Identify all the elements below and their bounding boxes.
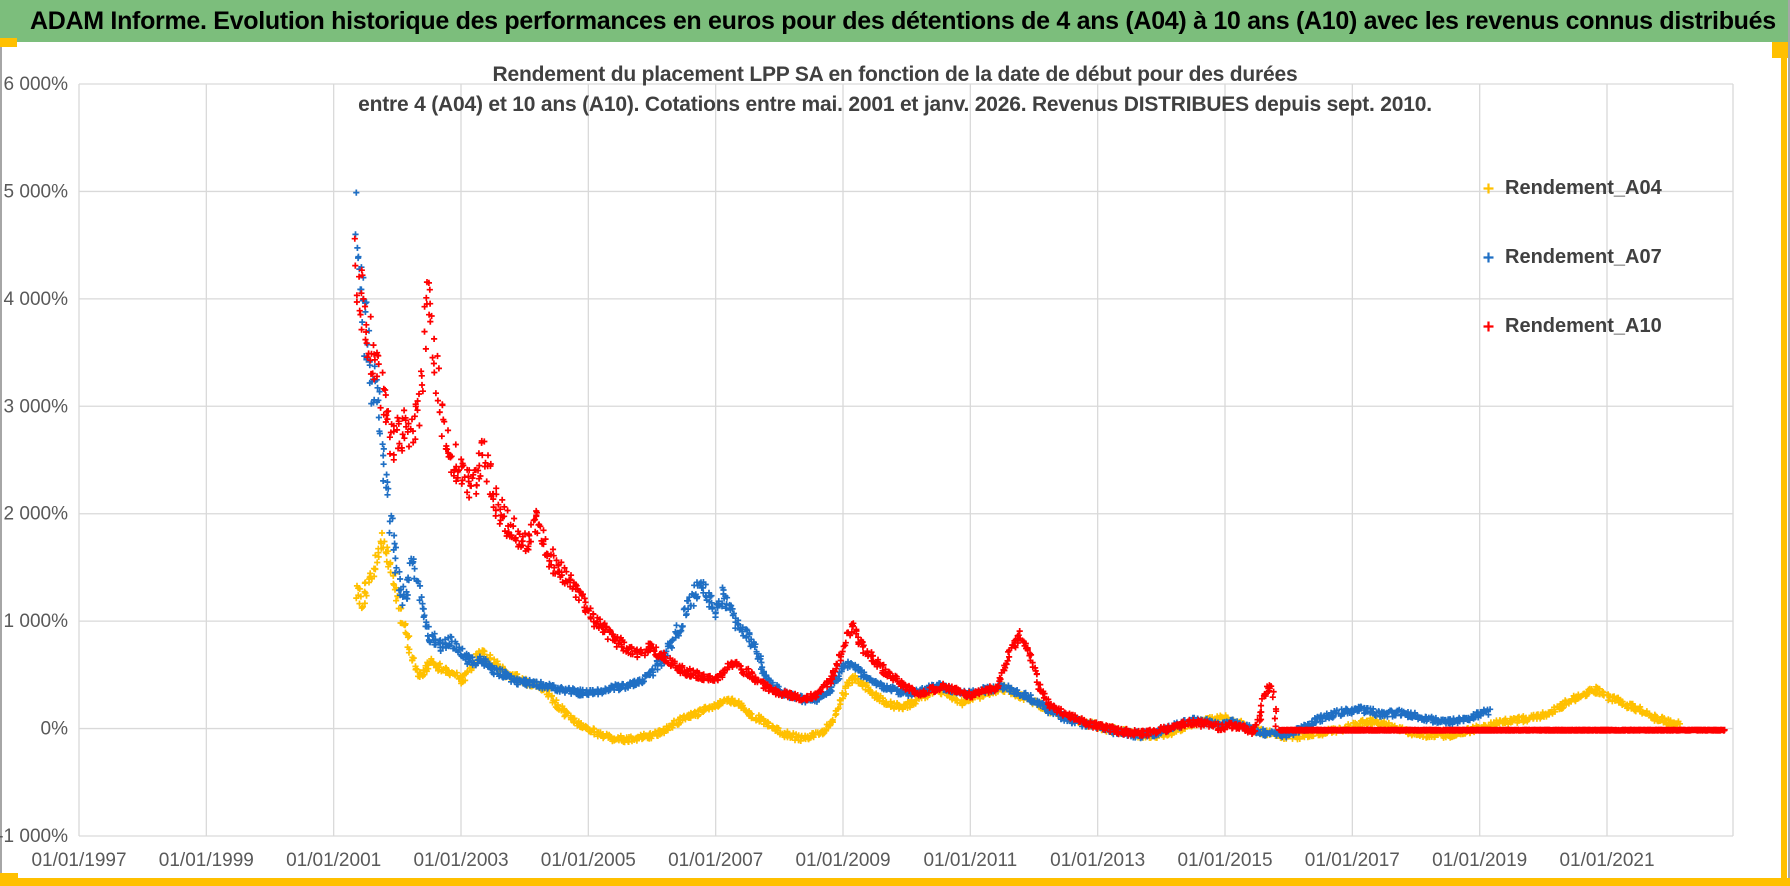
x-tick-label: 01/01/2001	[286, 850, 381, 871]
y-tick-label: 1 000%	[4, 611, 69, 632]
legend-label-a10: Rendement_A10	[1505, 314, 1662, 337]
legend-item-a07: Rendement_A07	[1482, 241, 1662, 273]
y-tick-label: 0%	[41, 719, 69, 740]
legend-label-a04: Rendement_A04	[1505, 176, 1662, 199]
x-tick-label: 01/01/2009	[795, 850, 890, 871]
x-tick-label: 01/01/2005	[541, 850, 636, 871]
x-tick-label: 01/01/2011	[923, 850, 1017, 871]
chart-title-line2: entre 4 (A04) et 10 ans (A10). Cotations…	[358, 93, 1432, 116]
legend-label-a07: Rendement_A07	[1505, 245, 1662, 268]
yellow-accent-bottom-left	[0, 873, 18, 886]
y-tick-label: -1 000%	[0, 826, 68, 847]
right-gray-border	[1788, 0, 1790, 886]
series-points-rendement_a07	[352, 189, 1494, 742]
legend-marker-a04-icon	[1483, 183, 1494, 193]
x-tick-label: 01/01/2021	[1559, 850, 1654, 871]
y-tick-label: 4 000%	[4, 289, 69, 310]
series-points-rendement_a10	[351, 235, 1728, 739]
legend-marker-a07-icon	[1483, 252, 1494, 262]
yellow-bottom-border	[0, 878, 1790, 886]
axis-labels-group: 6 000% 5 000% 4 000% 3 000% 2 000% 1 000% 0% -1…	[0, 74, 1655, 871]
x-tick-label: 01/01/2003	[413, 850, 508, 871]
chart-title: Rendement du placement LPP SA en fonctio…	[200, 60, 1590, 120]
gridlines-group	[78, 83, 1734, 837]
yellow-right-border	[1781, 42, 1787, 882]
yellow-accent-top-left	[0, 38, 17, 47]
x-tick-label: 01/01/2015	[1177, 850, 1272, 871]
legend-item-a10: Rendement_A10	[1482, 310, 1662, 342]
legend-marker-a10-icon	[1483, 321, 1494, 331]
y-tick-label: 2 000%	[4, 504, 69, 525]
x-tick-label: 01/01/2007	[668, 850, 763, 871]
chart-title-line1: Rendement du placement LPP SA en fonctio…	[492, 63, 1298, 86]
left-gray-border	[0, 42, 2, 886]
legend-item-a04: Rendement_A04	[1482, 172, 1662, 204]
header-banner: ADAM Informe. Evolution historique des p…	[0, 0, 1790, 42]
chart-legend: Rendement_A04 Rendement_A07 Rendement_A1…	[1482, 172, 1662, 379]
x-tick-label: 01/01/1999	[159, 850, 254, 871]
x-tick-label: 01/01/1997	[31, 850, 126, 871]
x-tick-label: 01/01/2017	[1305, 850, 1400, 871]
y-tick-label: 6 000%	[4, 74, 69, 95]
y-tick-label: 5 000%	[4, 181, 69, 202]
banner-title: ADAM Informe. Evolution historique des p…	[30, 6, 1776, 35]
y-tick-label: 3 000%	[4, 396, 69, 417]
x-tick-label: 01/01/2013	[1050, 850, 1145, 871]
x-tick-label: 01/01/2019	[1432, 850, 1527, 871]
